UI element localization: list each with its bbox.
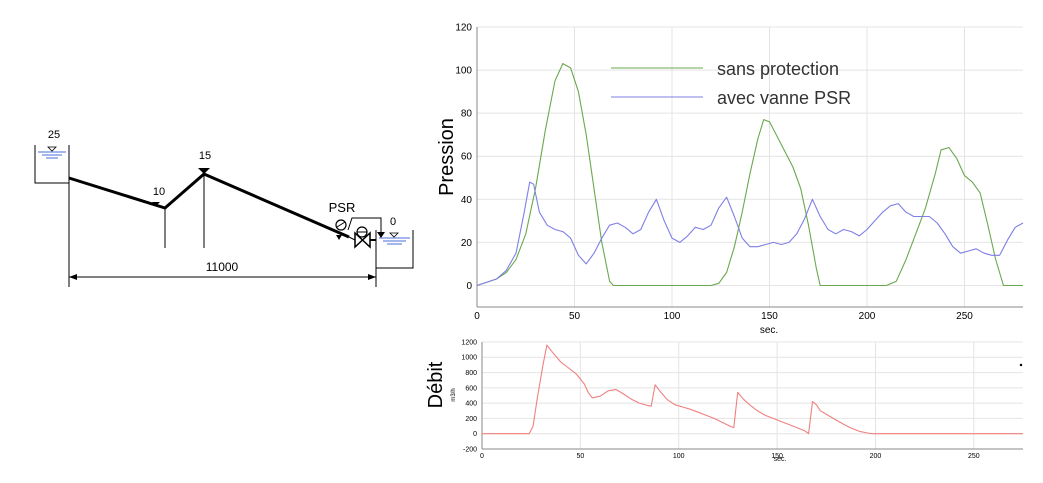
elevation-label-high-point: 15 — [199, 150, 211, 162]
pressure-legend: sans protection avec vanne PSR — [611, 59, 851, 108]
pressure-series-line-0 — [476, 63, 1023, 287]
distance-label: 11000 — [206, 260, 239, 274]
pressure-y-tick: 120 — [455, 23, 472, 34]
pressure-y-label: Pression — [436, 118, 458, 196]
pressure-x-tick: 250 — [956, 311, 973, 322]
flow-y-label: Débit — [425, 361, 447, 408]
downstream-reservoir — [375, 230, 414, 269]
flow-y-unit: m3/h — [451, 388, 457, 401]
flow-y-tick: -200 — [463, 446, 477, 453]
pressure-y-tick: 80 — [461, 109, 473, 120]
legend-label-sans-protection: sans protection — [717, 59, 839, 79]
pressure-x-tick: 200 — [859, 311, 876, 322]
pressure-x-tick: 100 — [664, 311, 681, 322]
pressure-y-tick: 100 — [455, 66, 472, 77]
pressure-y-tick: 0 — [466, 281, 472, 292]
water-level-icon — [389, 232, 399, 238]
legend-label-avec-vanne: avec vanne PSR — [717, 88, 851, 108]
flow-x-tick: 200 — [870, 453, 882, 460]
low-point-marker-icon — [152, 202, 160, 206]
flow-y-tick: 1000 — [461, 355, 477, 362]
dimension-arrow-left-icon — [69, 274, 77, 280]
pressure-y-tick: 40 — [461, 195, 473, 206]
upstream-reservoir — [34, 145, 70, 184]
flow-y-tick: 0 — [473, 431, 477, 438]
flow-x-tick: 150 — [771, 453, 783, 460]
elevation-label-upstream: 25 — [48, 129, 60, 141]
pressure-series-line-1 — [476, 181, 1024, 287]
elevation-label-downstream: 0 — [390, 216, 396, 228]
flow-x-tick: 100 — [673, 453, 685, 460]
pressure-x-tick: 50 — [569, 311, 581, 322]
pressure-y-tick: 60 — [461, 152, 473, 163]
pressure-chart: Pression 0 50 100 150 200 250020406080100120 … — [436, 23, 1024, 336]
flow-y-tick: 1200 — [461, 339, 477, 346]
pressure-x-tick: 150 — [761, 311, 778, 322]
flow-y-tick: 400 — [465, 401, 477, 408]
flow-x-tick: 50 — [576, 453, 584, 460]
flow-x-tick: 250 — [968, 453, 980, 460]
flow-x-tick: 0 — [480, 453, 484, 460]
flow-y-tick: 200 — [465, 416, 477, 423]
pressure-x-label: sec. — [760, 325, 778, 336]
pressure-x-tick: 0 — [474, 311, 480, 322]
pipeline-profile-diagram: 25 10 15 PSR 0 11000 — [34, 129, 414, 287]
flow-x-label: sec. — [774, 456, 787, 463]
psr-valve-icon — [335, 217, 385, 249]
elevation-label-low-point: 10 — [153, 186, 165, 198]
psr-label: PSR — [329, 200, 356, 215]
flow-y-tick: 600 — [465, 385, 477, 392]
flow-y-tick: 800 — [465, 370, 477, 377]
water-level-icon — [47, 146, 57, 152]
high-point-marker-icon — [198, 168, 210, 174]
pressure-y-tick: 20 — [461, 238, 473, 249]
dimension-arrow-right-icon — [368, 274, 376, 280]
dot-marker — [1019, 363, 1023, 367]
pipeline — [68, 172, 350, 239]
flow-chart: Débit m3/h 0 50 100 150 200 250-2000200400600… — [425, 339, 1023, 463]
flow-series-line-0 — [482, 344, 1023, 435]
